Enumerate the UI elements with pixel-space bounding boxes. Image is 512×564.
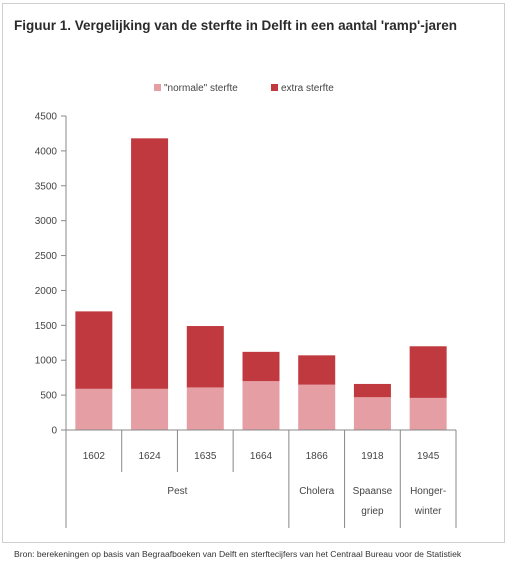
stacked-bar-chart: "normale" sterfte extra sterfte 0 500 1000 1… [35,83,457,528]
bar-normale-sterfte [131,388,169,430]
x-tick-label: 1918 [361,451,384,462]
y-axis: 0 500 1000 1500 2000 2500 3000 3500 4000 4500 [35,112,67,437]
x-tick-label: 1945 [417,451,440,462]
y-tick-label: 0 [51,426,57,437]
y-tick-label: 4000 [35,146,58,157]
legend-swatch [271,84,278,91]
x-tick-label: 1624 [138,451,161,462]
legend-label: "normale" sterfte [164,83,238,94]
group-label: Honger-winter [410,486,446,517]
group-label: Cholera [299,486,334,497]
bar-extra-sterfte [409,346,447,398]
y-tick-label: 2500 [35,251,58,262]
legend: "normale" sterfte extra sterfte [154,83,334,94]
y-tick-label: 2000 [35,286,58,297]
x-axis: 1602 1624 1635 1664 1866 1918 1945 Pest Cholera S… [65,429,457,528]
figure-title: Figuur 1. Vergelijking van de sterfte in… [14,18,458,33]
group-label: Pest [167,486,187,497]
y-tick-label: 1000 [35,356,58,367]
x-tick-label: 1635 [194,451,217,462]
y-tick-label: 1500 [35,321,58,332]
bar-normale-sterfte [409,397,447,430]
bar-normale-sterfte [186,387,224,430]
bar-extra-sterfte [298,355,336,385]
y-tick-label: 3000 [35,216,58,227]
x-tick-label: 1602 [83,451,106,462]
bar-extra-sterfte [242,351,280,382]
bar-extra-sterfte [186,326,224,388]
legend-swatch [154,84,161,91]
bar-extra-sterfte [131,138,169,389]
bar-normale-sterfte [353,397,391,430]
source-note: Bron: berekeningen op basis van Begraafb… [14,549,462,559]
legend-label: extra sterfte [281,83,334,94]
x-tick-label: 1866 [306,451,329,462]
bars [75,138,447,430]
group-label: Spaanse griep [353,486,393,517]
bar-extra-sterfte [75,311,113,389]
y-tick-label: 3500 [35,181,58,192]
bar-normale-sterfte [298,384,336,430]
bar-extra-sterfte [353,383,391,398]
y-tick-label: 4500 [35,112,58,123]
x-tick-label: 1664 [250,451,273,462]
bar-normale-sterfte [75,388,113,430]
figure-frame [2,3,505,543]
bar-normale-sterfte [242,381,280,430]
y-tick-label: 500 [40,391,57,402]
